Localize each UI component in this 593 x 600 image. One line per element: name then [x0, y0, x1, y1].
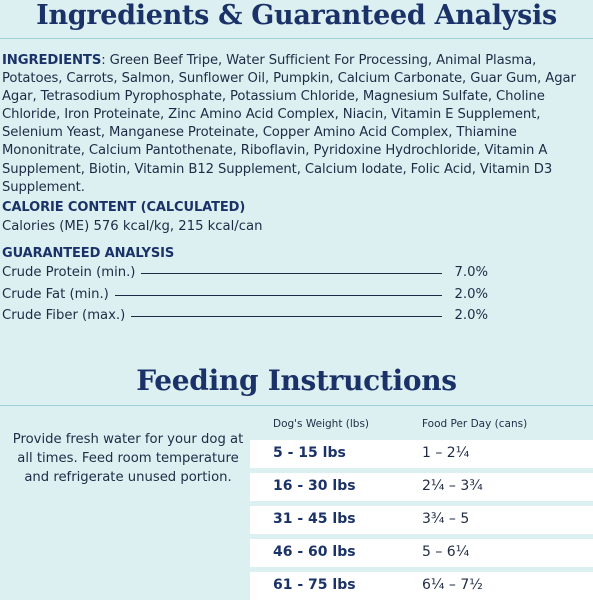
weight-cell: 61 - 75 lbs: [273, 577, 356, 593]
calorie-text: Calories (ME) 576 kcal/kg, 215 kcal/can: [2, 219, 263, 234]
analysis-label: Crude Fiber (max.): [2, 307, 126, 323]
analysis-row: Crude Fat (min.) 2.0%: [2, 284, 488, 304]
ingredients-block: INGREDIENTS: Green Beef Tripe, Water Suf…: [2, 52, 590, 197]
divider: [0, 38, 593, 39]
divider: [0, 405, 593, 406]
col-header-weight: Dog's Weight (lbs): [273, 418, 370, 430]
analysis-label: Crude Fat (min.): [2, 286, 109, 302]
ingredients-text: : Green Beef Tripe, Water Sufficient For…: [2, 53, 576, 195]
table-row: 31 - 45 lbs 3¾ – 5: [250, 506, 593, 534]
food-cell: 5 – 6¼: [422, 544, 470, 560]
analysis-value: 2.0%: [454, 307, 488, 323]
feeding-advice: Provide fresh water for your dog at all …: [12, 432, 244, 485]
food-cell: 2¼ – 3¾: [422, 478, 483, 494]
weight-cell: 31 - 45 lbs: [273, 511, 356, 527]
col-header-food: Food Per Day (cans): [422, 418, 528, 430]
analysis-heading: GUARANTEED ANALYSIS: [2, 246, 175, 261]
feeding-title: Feeding Instructions: [136, 364, 457, 397]
food-cell: 3¾ – 5: [422, 511, 470, 527]
analysis-value: 2.0%: [454, 286, 488, 302]
page-title: Ingredients & Guaranteed Analysis: [36, 0, 557, 31]
analysis-row: Crude Protein (min.) 7.0%: [2, 262, 488, 282]
weight-cell: 5 - 15 lbs: [273, 445, 346, 461]
weight-cell: 46 - 60 lbs: [273, 544, 356, 560]
table-row: 5 - 15 lbs 1 – 2¼: [250, 440, 593, 468]
table-row: 46 - 60 lbs 5 – 6¼: [250, 539, 593, 567]
food-cell: 1 – 2¼: [422, 445, 470, 461]
table-row: 16 - 30 lbs 2¼ – 3¾: [250, 473, 593, 501]
leader-line: [114, 294, 442, 296]
food-cell: 6¼ – 7½: [422, 577, 483, 593]
weight-cell: 16 - 30 lbs: [273, 478, 356, 494]
ingredients-label: INGREDIENTS: [2, 53, 102, 68]
leader-line: [141, 272, 442, 274]
calorie-heading: CALORIE CONTENT (CALCULATED): [2, 200, 246, 215]
table-row: 61 - 75 lbs 6¼ – 7½: [250, 572, 593, 600]
analysis-label: Crude Protein (min.): [2, 264, 136, 280]
feeding-table: Dog's Weight (lbs) Food Per Day (cans) 5…: [250, 408, 593, 600]
leader-line: [131, 315, 442, 317]
analysis-value: 7.0%: [454, 264, 488, 280]
analysis-row: Crude Fiber (max.) 2.0%: [2, 305, 488, 325]
